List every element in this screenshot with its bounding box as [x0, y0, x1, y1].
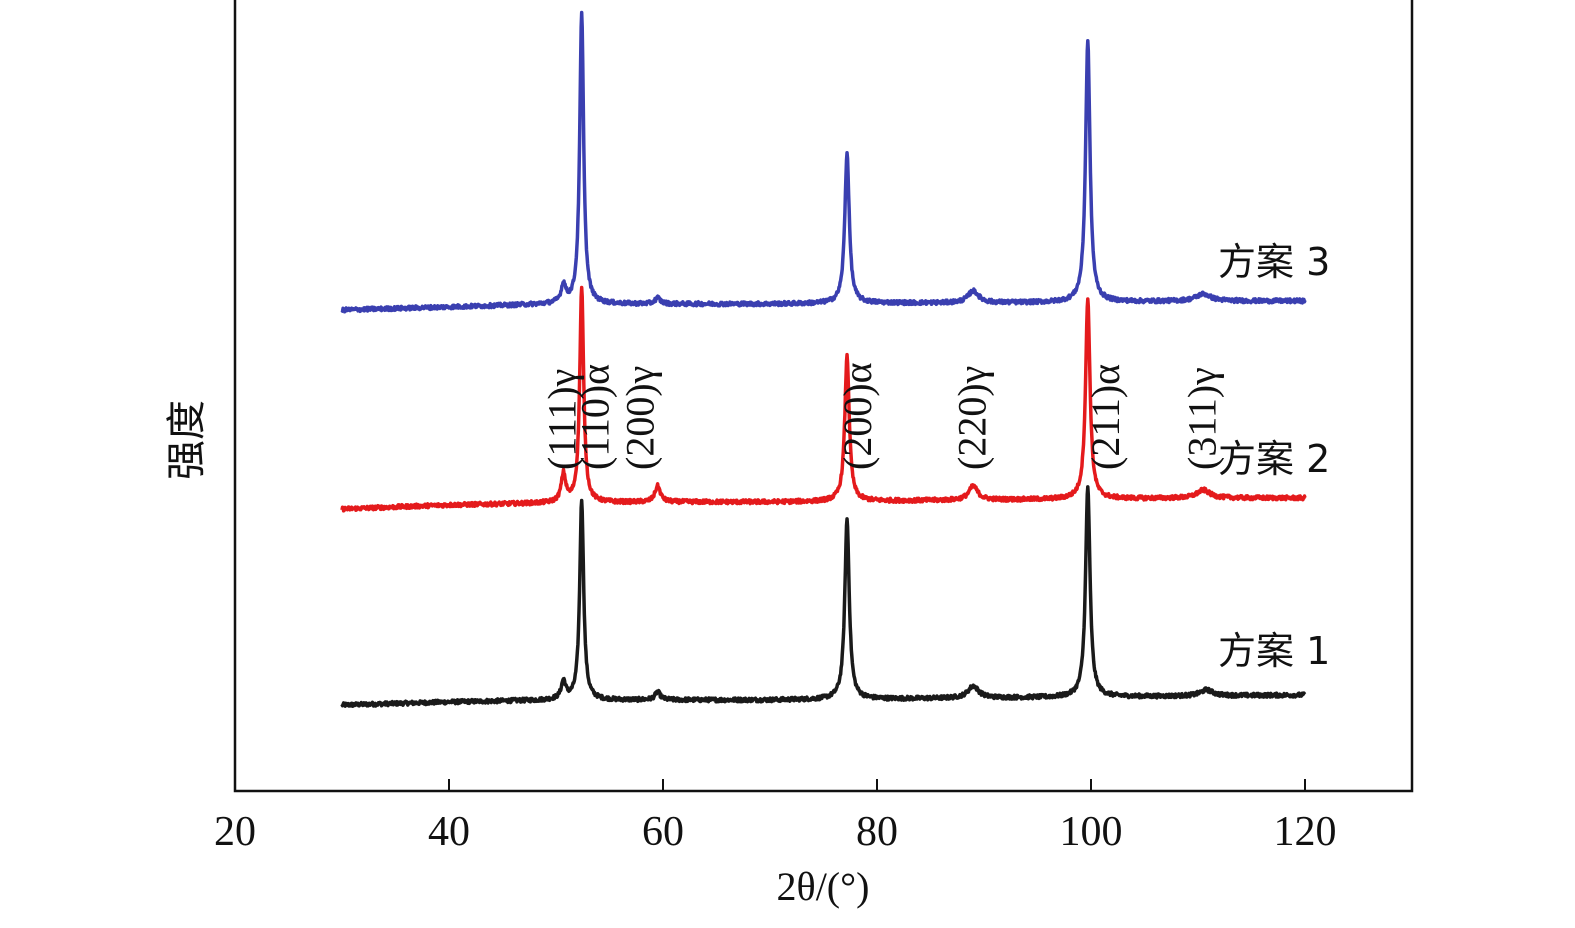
peak-annotation: (200)α — [835, 362, 880, 470]
y-axis-title: 强度 — [164, 400, 209, 480]
series-label: 方案 1 — [1218, 629, 1330, 673]
x-tick-label: 100 — [1060, 809, 1123, 855]
x-axis-title: 2θ/(°) — [777, 864, 870, 909]
peak-annotation: (200)γ — [618, 366, 663, 470]
x-tick-label: 20 — [214, 809, 256, 855]
series-label: 方案 3 — [1218, 240, 1330, 284]
series-curves — [340, 10, 1307, 708]
series-label: 方案 2 — [1218, 437, 1330, 481]
x-axis-ticks: 20 40 60 80 100 120 — [214, 779, 1337, 855]
peak-annotation: (111)γ — [540, 369, 585, 470]
x-tick-label: 120 — [1274, 809, 1337, 855]
peak-annotation: (311)γ — [1179, 367, 1224, 470]
series-line — [340, 485, 1307, 708]
series-labels: 方案 1 方案 2 方案 3 — [1218, 240, 1330, 673]
peak-annotations: (111)γ(110)α (200)γ (200)α (220)γ (211)α (311… — [540, 362, 1225, 470]
peak-annotation: (220)γ — [949, 366, 994, 470]
series-line — [340, 10, 1307, 314]
plot-frame — [233, 0, 1414, 793]
x-tick-label: 60 — [642, 809, 684, 855]
x-tick-label: 40 — [428, 809, 470, 855]
peak-annotation: (211)α — [1083, 364, 1128, 470]
series-line — [340, 285, 1307, 513]
x-tick-label: 80 — [856, 809, 898, 855]
peak-annotation: (110)α — [573, 364, 618, 470]
